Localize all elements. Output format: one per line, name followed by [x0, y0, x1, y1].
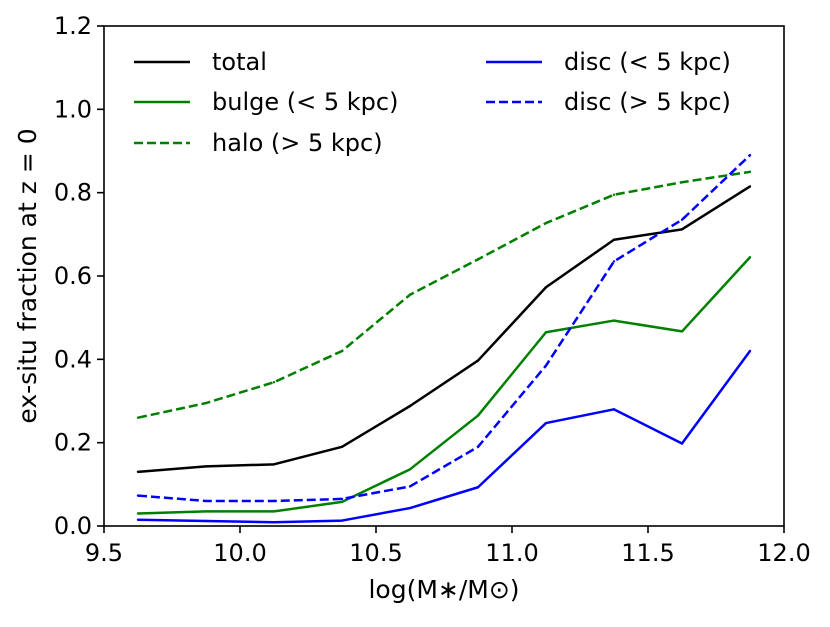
legend-label-disc-outer: disc (> 5 kpc) — [564, 88, 731, 116]
y-tick-label: 1.0 — [54, 95, 92, 123]
data-point-total-8 — [680, 228, 684, 231]
y-tick-label: 0.4 — [54, 345, 92, 373]
series-line-halo — [137, 170, 751, 419]
data-point-disc-inner-9 — [748, 349, 752, 353]
x-tick-label: 9.5 — [85, 539, 123, 567]
data-point-disc-inner-6 — [544, 421, 548, 425]
data-point-disc-outer-9 — [748, 153, 752, 157]
data-point-bulge-7 — [612, 319, 616, 322]
data-point-halo-6 — [544, 221, 548, 225]
data-point-disc-inner-0 — [136, 518, 140, 521]
x-tick-label: 10.5 — [349, 539, 402, 567]
legend-label-total: total — [212, 48, 267, 76]
legend-label-bulge: bulge (< 5 kpc) — [212, 88, 398, 116]
x-tick-label: 11.0 — [485, 539, 538, 567]
data-point-total-9 — [748, 185, 752, 188]
data-point-total-6 — [544, 286, 548, 289]
data-point-bulge-1 — [204, 510, 208, 513]
data-point-disc-outer-5 — [476, 445, 480, 449]
y-tick-label: 0.8 — [54, 179, 92, 207]
data-point-total-3 — [340, 445, 344, 449]
data-point-disc-outer-4 — [408, 485, 412, 488]
series-line-bulge — [137, 256, 751, 515]
data-point-disc-inner-8 — [680, 442, 684, 445]
data-point-halo-3 — [340, 349, 344, 353]
legend-label-disc-inner: disc (< 5 kpc) — [564, 48, 731, 76]
data-point-halo-8 — [680, 181, 684, 184]
data-point-total-4 — [408, 404, 412, 408]
data-point-disc-inner-7 — [612, 408, 616, 411]
data-point-disc-outer-7 — [612, 260, 616, 263]
data-point-bulge-3 — [340, 500, 344, 504]
data-point-total-5 — [476, 359, 480, 362]
data-point-disc-inner-4 — [408, 506, 412, 510]
data-point-disc-inner-2 — [272, 521, 276, 524]
data-point-disc-inner-1 — [204, 519, 208, 523]
data-point-bulge-8 — [680, 330, 684, 333]
data-point-disc-outer-6 — [544, 364, 548, 367]
data-point-total-2 — [272, 463, 276, 466]
data-point-disc-outer-3 — [340, 497, 344, 501]
data-point-disc-inner-5 — [476, 486, 480, 489]
data-point-disc-outer-1 — [204, 499, 208, 503]
legend: total bulge (< 5 kpc) halo (> 5 kpc) disc (… — [134, 48, 731, 157]
data-point-disc-outer-2 — [272, 499, 276, 503]
data-point-halo-4 — [408, 293, 412, 296]
data-point-bulge-0 — [136, 512, 140, 515]
data-point-disc-outer-0 — [136, 494, 140, 497]
legend-label-halo: halo (> 5 kpc) — [212, 129, 383, 157]
data-point-halo-2 — [272, 381, 276, 384]
data-point-bulge-6 — [544, 331, 548, 334]
data-point-total-1 — [204, 465, 208, 468]
y-axis-ticks: 0.0 0.2 0.4 0.6 0.8 1.0 1.2 — [54, 12, 104, 540]
series-line-total — [137, 185, 751, 474]
x-tick-label: 12.0 — [757, 539, 810, 567]
data-point-disc-outer-8 — [680, 218, 684, 221]
x-axis-title: log(M∗/M⊙) — [368, 575, 519, 604]
data-point-disc-inner-3 — [340, 519, 344, 522]
data-point-bulge-4 — [408, 468, 412, 471]
data-point-bulge-2 — [272, 510, 276, 513]
data-point-bulge-9 — [748, 256, 752, 259]
data-point-total-7 — [612, 238, 616, 241]
data-point-halo-9 — [748, 170, 752, 174]
series-line-disc-outer — [137, 154, 751, 503]
series-line-disc-inner — [137, 350, 752, 524]
data-point-halo-1 — [204, 401, 208, 405]
x-tick-label: 10.0 — [213, 539, 266, 567]
y-tick-label: 1.2 — [54, 12, 92, 40]
data-point-bulge-5 — [476, 414, 480, 417]
y-tick-label: 0.0 — [54, 512, 92, 540]
x-tick-label: 11.5 — [621, 539, 674, 567]
y-axis-title: ex-situ fraction at z = 0 — [13, 128, 42, 423]
x-axis-ticks: 9.5 10.0 10.5 11.0 11.5 12.0 — [85, 526, 811, 567]
data-point-total-0 — [136, 470, 140, 474]
y-tick-label: 0.6 — [54, 262, 92, 290]
y-tick-label: 0.2 — [54, 429, 92, 457]
data-point-halo-5 — [476, 258, 480, 261]
data-point-halo-0 — [136, 416, 140, 419]
data-point-halo-7 — [612, 193, 616, 196]
plot-lines — [136, 153, 752, 524]
